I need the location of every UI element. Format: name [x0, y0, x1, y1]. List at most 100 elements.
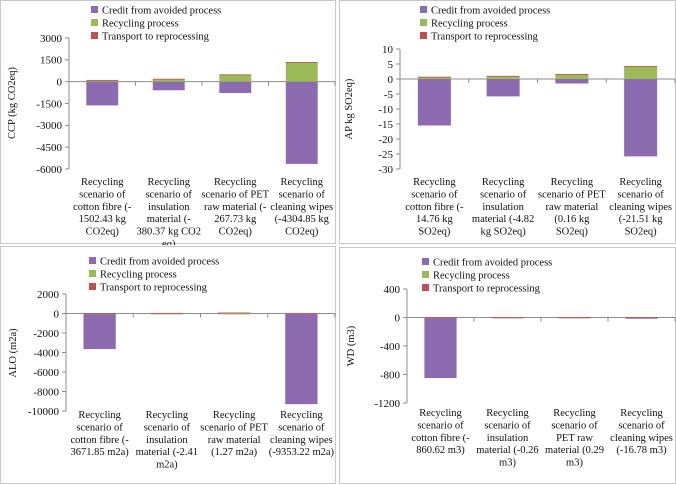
y-tick-label: -6000	[33, 367, 59, 379]
category-label: material (-4.82	[472, 214, 534, 225]
y-axis-label: ALO (m2a)	[8, 328, 19, 378]
legend-swatch-recycling	[422, 271, 429, 278]
category-label: 380.37 kg CO2	[137, 227, 201, 238]
category-label: scenario of	[417, 420, 464, 431]
bar-transport	[219, 74, 252, 76]
y-tick-label: -800	[380, 369, 401, 381]
category-label: scenario of	[278, 422, 325, 433]
category-label: scenario of PET	[201, 189, 269, 200]
category-label: insulation	[146, 435, 188, 446]
legend: Credit from avoided process Recycling pro…	[91, 6, 221, 43]
bar-recycling	[86, 80, 119, 82]
bar-transport	[558, 317, 591, 319]
category-label: 14.76 kg	[416, 214, 454, 225]
bar-credit	[625, 317, 658, 319]
y-tick-label: 0	[54, 308, 60, 320]
category-label: SO2eq)	[625, 227, 658, 238]
legend-label-recycling: Recycling process	[433, 271, 510, 282]
legend-swatch-recycling	[420, 19, 427, 26]
category-label: Recycling	[620, 408, 663, 419]
legend-label-credit: Credit from avoided process	[102, 6, 221, 17]
legend-label-transport: Transport to reprocessing	[102, 32, 210, 43]
legend: Credit from avoided process Recycling pro…	[422, 258, 552, 295]
bar-credit	[86, 81, 119, 106]
category-label: scenario of	[551, 420, 598, 431]
category-label: insulation	[482, 202, 524, 213]
bar-credit	[624, 79, 658, 157]
category-label: cleaning wipes	[610, 433, 673, 444]
category-label: raw material	[208, 435, 261, 446]
y-tick-label: 0	[57, 76, 63, 88]
category-label: Recycling	[81, 177, 124, 188]
bar-recycling	[417, 76, 451, 79]
category-label: scenario of	[480, 189, 527, 200]
category-label: cleaning wipes	[270, 435, 333, 446]
legend-label-transport: Transport to reprocessing	[433, 284, 541, 295]
category-label: scenario of	[79, 189, 126, 200]
category-label: (-9353.22 m2a)	[269, 447, 335, 458]
legend-label-transport: Transport to reprocessing	[431, 32, 539, 43]
category-label: 3671.85 m2a)	[70, 447, 129, 458]
category-label: 860.62 m3)	[416, 445, 465, 456]
y-tick-label: -15	[378, 119, 393, 131]
category-label: insulation	[487, 433, 529, 444]
y-tick-label: 2000	[37, 289, 60, 301]
category-label: PET raw	[556, 433, 593, 444]
category-label: cotton fibre (-	[73, 202, 132, 213]
bar-credit	[152, 81, 185, 91]
legend-label-recycling: Recycling process	[100, 270, 177, 281]
category-label: Recycling	[214, 177, 257, 188]
bar-transport	[217, 312, 251, 314]
bar-transport	[417, 76, 451, 78]
y-axis-label: AP kg SO2eq)	[344, 78, 355, 139]
y-tick-label: -20	[378, 134, 393, 146]
bar-credit	[83, 313, 116, 350]
category-label: SO2eq)	[556, 227, 589, 238]
bar-transport	[83, 313, 116, 315]
category-label: Recycling	[482, 177, 525, 188]
category-label: scenario of PET	[538, 189, 606, 200]
y-tick-label: -3000	[36, 120, 62, 132]
bar-transport	[86, 79, 119, 81]
category-label: cotton fibre (-	[405, 202, 464, 213]
y-tick-label: 0	[388, 74, 394, 86]
y-tick-label: 0	[395, 312, 401, 324]
y-tick-label: 3000	[40, 33, 63, 45]
y-tick-label: -8000	[33, 386, 59, 398]
category-label: CO2eq)	[86, 227, 120, 238]
legend: Credit from avoided process Recycling pro…	[89, 257, 219, 294]
bar-recycling	[217, 313, 251, 315]
alo-chart: Credit from avoided process Recycling pro…	[8, 257, 336, 471]
bar-transport	[555, 74, 589, 75]
category-label: material (-	[147, 214, 192, 225]
category-label: (1.27 m2a)	[211, 447, 258, 458]
legend-label-recycling: Recycling process	[431, 19, 508, 30]
bar-transport	[624, 65, 658, 67]
bar-recycling	[486, 76, 520, 79]
category-label: insulation	[148, 202, 190, 213]
legend-swatch-transport	[91, 32, 98, 39]
category-label: cotton fibre (-	[70, 435, 129, 446]
category-label: eq)	[162, 239, 176, 245]
category-label: scenario of	[411, 189, 458, 200]
bar-credit	[285, 313, 318, 405]
y-tick-label: -400	[380, 341, 401, 353]
legend-label-transport: Transport to reprocessing	[100, 283, 208, 294]
category-label: kg SO2eq)	[481, 227, 527, 238]
category-label: material (-0.26	[476, 445, 538, 456]
bar-transport	[491, 317, 524, 319]
y-tick-label: 400	[384, 284, 401, 296]
legend-swatch-transport	[422, 284, 429, 291]
legend-swatch-credit	[89, 257, 96, 264]
category-label: Recycling	[486, 408, 529, 419]
legend-swatch-recycling	[91, 19, 98, 26]
legend-label-credit: Credit from avoided process	[433, 258, 552, 269]
category-label: CO2eq)	[219, 227, 253, 238]
wd-chart: Credit from avoided process Recycling pro…	[346, 258, 676, 469]
y-tick-label: -10	[378, 104, 393, 116]
bar-credit	[417, 79, 451, 126]
ccp-chart: Credit from avoided process Recycling pro…	[7, 6, 336, 245]
y-tick-label: 1500	[40, 55, 63, 67]
bar-credit	[555, 79, 589, 84]
y-tick-label: -2000	[33, 328, 59, 340]
